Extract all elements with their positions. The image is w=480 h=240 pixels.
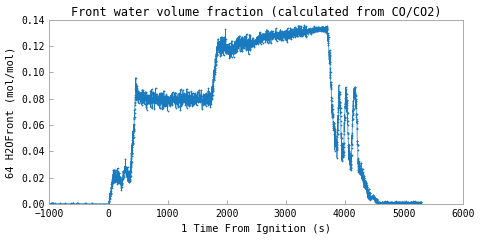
Y-axis label: 64 H2OFront (mol/mol): 64 H2OFront (mol/mol): [6, 46, 15, 178]
X-axis label: 1 Time From Ignition (s): 1 Time From Ignition (s): [181, 224, 331, 234]
Title: Front water volume fraction (calculated from CO/CO2): Front water volume fraction (calculated …: [71, 6, 441, 18]
